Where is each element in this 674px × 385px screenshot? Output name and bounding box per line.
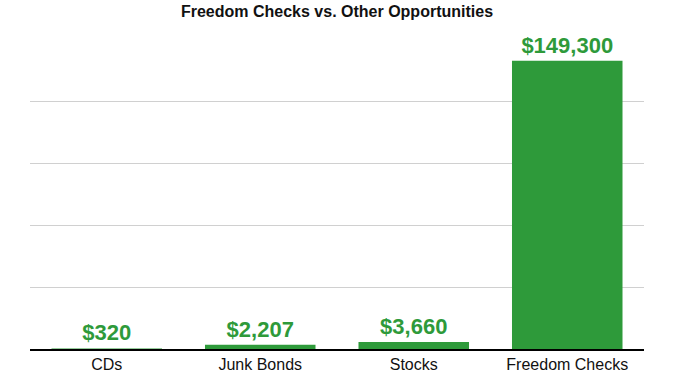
svg-text:$149,300: $149,300 [521,33,613,58]
svg-text:Freedom Checks vs. Other Oppor: Freedom Checks vs. Other Opportunities [181,3,493,20]
svg-text:Freedom Checks: Freedom Checks [506,356,628,373]
svg-text:CDs: CDs [91,356,122,373]
svg-text:$2,207: $2,207 [227,317,294,342]
svg-text:$320: $320 [82,320,131,345]
svg-text:Junk Bonds: Junk Bonds [218,356,302,373]
svg-text:Stocks: Stocks [390,356,438,373]
svg-text:$3,660: $3,660 [380,314,447,339]
